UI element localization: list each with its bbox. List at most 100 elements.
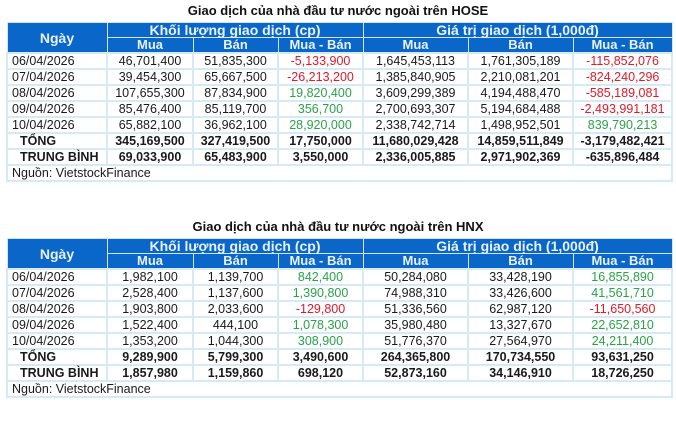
average-vol-net: 698,120 [276, 364, 365, 382]
table-row: 07/04/2026 2,528,400 1,137,600 1,390,800 74,… [6, 284, 674, 302]
hose-foreign-trading-table: Ngày Khối lượng giao dịch (cp) Giá trị g… [5, 22, 674, 182]
source-row: Nguồn: VietstockFinance [5, 164, 674, 182]
cell-vol-sell: 36,962,100 [192, 116, 279, 134]
cell-val-buy: 2,338,742,714 [362, 116, 470, 134]
header-volume-group: Khối lượng giao dịch (cp) [106, 22, 364, 38]
cell-val-sell: 33,428,190 [467, 268, 575, 286]
table-row: 06/04/2026 46,701,400 51,835,300 -5,133,900… [6, 52, 674, 70]
row-date: 08/04/2026 [6, 84, 108, 102]
header-volume-group: Khối lượng giao dịch (cp) [106, 238, 364, 254]
average-vol-sell: 65,483,900 [192, 148, 279, 166]
cell-val-net: -11,650,560 [572, 300, 674, 318]
table-row: 07/04/2026 39,454,300 65,667,500 -26,213,20… [6, 68, 674, 86]
row-date: 09/04/2026 [6, 100, 108, 118]
cell-val-net: 839,790,213 [572, 116, 674, 134]
header-value-net: Mua - Bán [572, 37, 673, 54]
average-vol-sell: 1,159,860 [192, 364, 279, 382]
cell-vol-net: 842,400 [276, 268, 365, 286]
average-vol-buy: 1,857,980 [106, 364, 194, 382]
row-date: 10/04/2026 [6, 332, 108, 350]
header-value-sell: Bán [467, 253, 574, 270]
row-date: 06/04/2026 [6, 268, 108, 286]
cell-val-buy: 50,284,080 [362, 268, 470, 286]
table-row: 08/04/2026 1,903,800 2,033,600 -129,800 51,3… [6, 300, 674, 318]
cell-vol-net: 1,390,800 [276, 284, 365, 302]
cell-vol-buy: 85,476,400 [106, 100, 194, 118]
total-val-buy: 264,365,800 [362, 348, 470, 366]
total-label: TỔNG [6, 348, 108, 366]
row-date: 07/04/2026 [6, 68, 108, 86]
cell-vol-buy: 39,454,300 [106, 68, 194, 86]
average-val-buy: 52,873,160 [362, 364, 470, 382]
row-date: 09/04/2026 [6, 316, 108, 334]
cell-val-buy: 3,609,299,389 [362, 84, 470, 102]
cell-val-sell: 62,987,120 [467, 300, 575, 318]
cell-vol-buy: 1,982,100 [106, 268, 194, 286]
cell-val-net: 41,561,710 [572, 284, 674, 302]
table-row: 10/04/2026 65,882,100 36,962,100 28,920,000… [6, 116, 674, 134]
cell-val-sell: 13,327,670 [467, 316, 575, 334]
total-val-sell: 14,859,511,849 [467, 132, 575, 150]
cell-vol-buy: 2,528,400 [106, 284, 194, 302]
header-volume-buy: Mua [106, 253, 194, 270]
average-val-buy: 2,336,005,885 [362, 148, 470, 166]
total-val-buy: 11,680,029,428 [362, 132, 470, 150]
cell-val-sell: 1,761,305,189 [467, 52, 575, 70]
row-date: 07/04/2026 [6, 284, 108, 302]
total-val-net: -3,179,482,421 [572, 132, 674, 150]
cell-vol-net: 356,700 [276, 100, 365, 118]
total-vol-net: 17,750,000 [276, 132, 365, 150]
row-date: 08/04/2026 [6, 300, 108, 318]
cell-val-buy: 2,700,693,307 [362, 100, 470, 118]
average-val-sell: 2,971,902,369 [467, 148, 575, 166]
cell-val-buy: 74,988,310 [362, 284, 470, 302]
average-val-net: 18,726,250 [572, 364, 674, 382]
cell-vol-sell: 85,119,700 [192, 100, 279, 118]
header-volume-sell: Bán [192, 253, 279, 270]
average-label: TRUNG BÌNH [6, 364, 108, 382]
cell-vol-net: 1,078,300 [276, 316, 365, 334]
cell-val-net: -115,852,076 [572, 52, 674, 70]
cell-vol-buy: 1,522,400 [106, 316, 194, 334]
total-val-sell: 170,734,550 [467, 348, 575, 366]
header-value-buy: Mua [362, 37, 469, 54]
header-date: Ngày [6, 22, 108, 54]
cell-val-buy: 1,645,453,113 [362, 52, 470, 70]
cell-val-sell: 1,498,952,501 [467, 116, 575, 134]
cell-vol-sell: 65,667,500 [192, 68, 279, 86]
total-vol-buy: 345,169,500 [106, 132, 194, 150]
hnx-table-title: Giao dịch của nhà đầu tư nước ngoài trên… [192, 219, 484, 234]
cell-vol-sell: 444,100 [192, 316, 279, 334]
source-note: Nguồn: VietstockFinance [5, 164, 674, 182]
average-row: TRUNG BÌNH 1,857,980 1,159,860 698,120 52,87… [6, 364, 674, 382]
cell-val-buy: 51,336,560 [362, 300, 470, 318]
total-val-net: 93,631,250 [572, 348, 674, 366]
cell-val-buy: 1,385,840,905 [362, 68, 470, 86]
total-row: TỔNG 345,169,500 327,419,500 17,750,000 11,6… [6, 132, 674, 150]
cell-vol-net: -129,800 [276, 300, 365, 318]
row-date: 10/04/2026 [6, 116, 108, 134]
cell-vol-buy: 46,701,400 [106, 52, 194, 70]
cell-val-net: 22,652,810 [572, 316, 674, 334]
total-vol-buy: 9,289,900 [106, 348, 194, 366]
total-vol-sell: 5,799,300 [192, 348, 279, 366]
cell-val-net: 16,855,890 [572, 268, 674, 286]
cell-val-sell: 5,194,684,488 [467, 100, 575, 118]
total-label: TỔNG [6, 132, 108, 150]
cell-val-net: 24,211,400 [572, 332, 674, 350]
cell-val-sell: 27,564,970 [467, 332, 575, 350]
average-vol-buy: 69,033,900 [106, 148, 194, 166]
cell-vol-net: 308,900 [276, 332, 365, 350]
header-value-group: Giá trị giao dịch (1,000đ) [362, 22, 673, 38]
row-date: 06/04/2026 [6, 52, 108, 70]
header-date: Ngày [6, 238, 108, 270]
cell-val-buy: 35,980,480 [362, 316, 470, 334]
cell-vol-sell: 1,137,600 [192, 284, 279, 302]
header-volume-net: Mua - Bán [277, 253, 364, 270]
total-vol-sell: 327,419,500 [192, 132, 279, 150]
header-volume-sell: Bán [192, 37, 279, 54]
header-value-net: Mua - Bán [572, 253, 673, 270]
cell-vol-net: -5,133,900 [276, 52, 365, 70]
table-row: 06/04/2026 1,982,100 1,139,700 842,400 50,28… [6, 268, 674, 286]
cell-vol-sell: 87,834,900 [192, 84, 279, 102]
